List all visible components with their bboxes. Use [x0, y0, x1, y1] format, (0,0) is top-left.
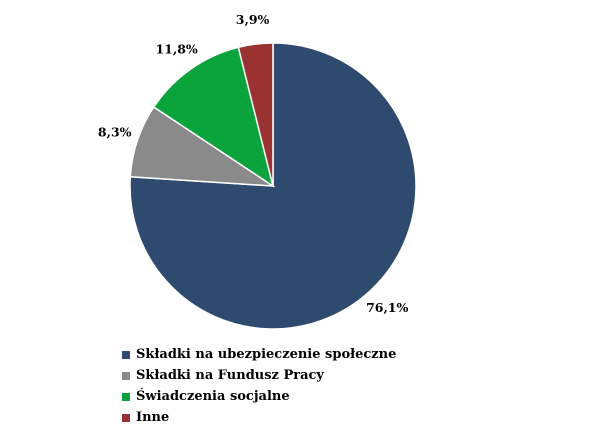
- legend-item-fundusz-pracy: Składki na Fundusz Pracy: [122, 365, 396, 386]
- data-label: 76,1%: [366, 300, 408, 315]
- slice-swiadczenia-socjalne: [152, 46, 275, 188]
- legend-label: Składki na ubezpieczenie społeczne: [136, 347, 397, 362]
- legend-label: Świadczenia socjalne: [136, 389, 290, 404]
- data-label: 3,9%: [236, 12, 270, 27]
- slice-inne: [237, 42, 274, 187]
- data-label: 11,8%: [155, 42, 197, 57]
- legend-label: Inne: [136, 410, 170, 425]
- legend: Składki na ubezpieczenie społeczne Skład…: [122, 344, 396, 428]
- legend-item-skladki-ubezpieczenie: Składki na ubezpieczenie społeczne: [122, 344, 396, 365]
- legend-swatch: [122, 350, 130, 359]
- legend-swatch: [122, 371, 130, 380]
- legend-item-inne: Inne: [122, 407, 396, 428]
- legend-label: Składki na Fundusz Pracy: [136, 368, 324, 383]
- legend-item-swiadczenia-socjalne: Świadczenia socjalne: [122, 386, 396, 407]
- pie-slices: [129, 42, 417, 330]
- legend-swatch: [122, 413, 130, 422]
- legend-swatch: [122, 392, 130, 401]
- slice-skladki-ubezpieczenie: [129, 42, 417, 330]
- pie-data-labels: 76,1% 8,3% 11,8% 3,9%: [98, 12, 409, 315]
- data-label: 8,3%: [98, 125, 132, 140]
